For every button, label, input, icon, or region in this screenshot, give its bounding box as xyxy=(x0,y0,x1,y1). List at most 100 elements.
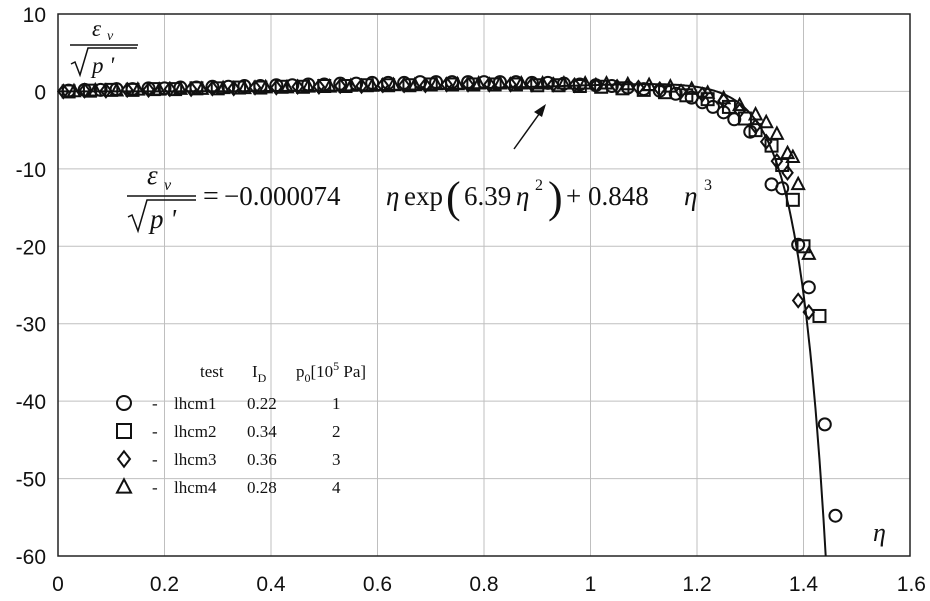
data-point-diamond xyxy=(206,80,219,97)
y-tick-label: -60 xyxy=(16,546,46,569)
data-point-diamond xyxy=(482,76,496,93)
data-point-triangle xyxy=(471,74,487,90)
data-point-triangle xyxy=(779,144,796,160)
x-tick-label: 1.2 xyxy=(682,573,711,596)
data-point-square xyxy=(253,80,268,95)
legend-dash: - xyxy=(152,422,158,441)
plot-frame xyxy=(57,13,911,557)
data-point-triangle xyxy=(258,78,274,94)
data-point-diamond xyxy=(504,76,517,93)
data-point-triangle xyxy=(300,78,316,93)
data-point-diamond xyxy=(695,86,709,103)
data-point-triangle xyxy=(108,81,125,97)
data-point-triangle xyxy=(385,76,402,92)
equation-coefficient-3: + 0.848 xyxy=(566,181,649,211)
y-tick-label: 10 xyxy=(23,4,46,27)
data-point-diamond xyxy=(632,79,645,96)
data-point-triangle xyxy=(801,245,817,260)
data-point-square xyxy=(530,78,545,93)
equation-paren-close: ) xyxy=(548,173,563,222)
equation-paren-open: ( xyxy=(446,173,461,222)
legend-p0-value: 1 xyxy=(332,394,341,413)
data-point-triangle xyxy=(151,81,167,96)
equation-p-prime: p ' xyxy=(148,204,177,234)
data-point-triangle xyxy=(194,80,210,95)
x-tick-label: 0 xyxy=(52,573,64,596)
y-tick-label: 0 xyxy=(34,81,46,104)
equation-epsilon-subscript: v xyxy=(164,177,172,194)
data-point-square xyxy=(551,78,566,93)
y-label-subscript: v xyxy=(107,29,114,44)
data-point-diamond xyxy=(120,81,134,99)
y-tick-label: -40 xyxy=(16,391,46,414)
data-point-triangle xyxy=(130,81,146,96)
data-point-diamond xyxy=(78,82,91,99)
data-point-diamond xyxy=(248,79,262,96)
data-point-triangle xyxy=(513,74,529,90)
y-label-epsilon: ε xyxy=(92,16,102,41)
data-point-diamond xyxy=(674,83,688,100)
data-point-square xyxy=(812,308,827,323)
y-label-sqrt-sign xyxy=(70,47,137,78)
data-point-circle xyxy=(604,79,619,94)
legend-header-p0: p0[105 Pa] xyxy=(296,359,366,385)
x-tick-label: 1.4 xyxy=(789,573,819,596)
data-point-diamond xyxy=(589,76,603,94)
equation-epsilon: ε xyxy=(147,160,158,190)
data-point-diamond xyxy=(56,83,70,100)
data-point-square xyxy=(82,83,97,98)
series-lhcm4 xyxy=(66,74,817,260)
data-point-triangle xyxy=(492,74,508,90)
legend-header-id: ID xyxy=(252,362,267,385)
legend-marker-diamond xyxy=(116,449,132,469)
data-point-circle xyxy=(817,417,832,432)
legend-rows: - lhcm1 0.22 1- lhcm2 0.34 2- lhcm3 0.36 3- lhcm4 0… xyxy=(115,394,341,497)
legend-test-name: lhcm2 xyxy=(174,422,217,441)
data-point-square xyxy=(785,192,800,207)
legend-dash: - xyxy=(152,394,158,413)
data-point-square xyxy=(61,84,76,99)
equation-coefficient-2: 6.39 xyxy=(464,181,511,211)
data-point-triangle xyxy=(534,74,551,90)
data-point-square xyxy=(572,79,587,94)
data-point-square xyxy=(679,88,694,103)
data-point-diamond xyxy=(610,78,624,96)
data-point-triangle xyxy=(598,74,615,90)
legend-test-name: lhcm3 xyxy=(174,450,217,469)
data-point-square xyxy=(748,123,763,138)
data-point-triangle xyxy=(215,79,231,95)
legend-marker-square xyxy=(116,423,132,439)
legend-dash: - xyxy=(152,478,158,497)
legend-test-name: lhcm1 xyxy=(174,394,217,413)
y-tick-label: -20 xyxy=(16,236,46,259)
legend-p0-value: 3 xyxy=(332,450,341,469)
data-point-diamond xyxy=(749,118,762,135)
x-tick-label: 0.6 xyxy=(363,573,392,596)
data-point-square xyxy=(125,82,140,97)
data-point-square xyxy=(466,77,481,92)
x-tick-label: 0.4 xyxy=(256,573,286,596)
data-point-triangle xyxy=(556,74,572,90)
data-point-square xyxy=(210,81,225,96)
data-point-triangle xyxy=(428,75,444,91)
y-label-p-prime: p ' xyxy=(90,53,115,78)
data-point-diamond xyxy=(733,102,746,120)
data-point-triangle xyxy=(577,74,593,90)
data-point-triangle xyxy=(758,113,774,129)
y-axis-label: ε v p ' xyxy=(70,16,138,78)
data-point-diamond xyxy=(791,292,805,309)
legend-id-value: 0.34 xyxy=(247,422,277,441)
data-point-triangle xyxy=(785,148,801,164)
data-point-triangle xyxy=(66,82,82,98)
x-tick-label: 0.8 xyxy=(469,573,498,596)
data-point-triangle xyxy=(343,77,359,92)
data-point-square xyxy=(796,239,811,254)
data-point-diamond xyxy=(142,81,155,99)
x-tick-label: 1.6 xyxy=(897,573,926,596)
data-point-diamond xyxy=(525,76,539,93)
data-point-triangle xyxy=(662,78,679,93)
legend-dash: - xyxy=(152,450,158,469)
data-point-diamond xyxy=(546,76,560,93)
data-point-triangle xyxy=(364,77,380,92)
data-point-triangle xyxy=(407,76,423,92)
